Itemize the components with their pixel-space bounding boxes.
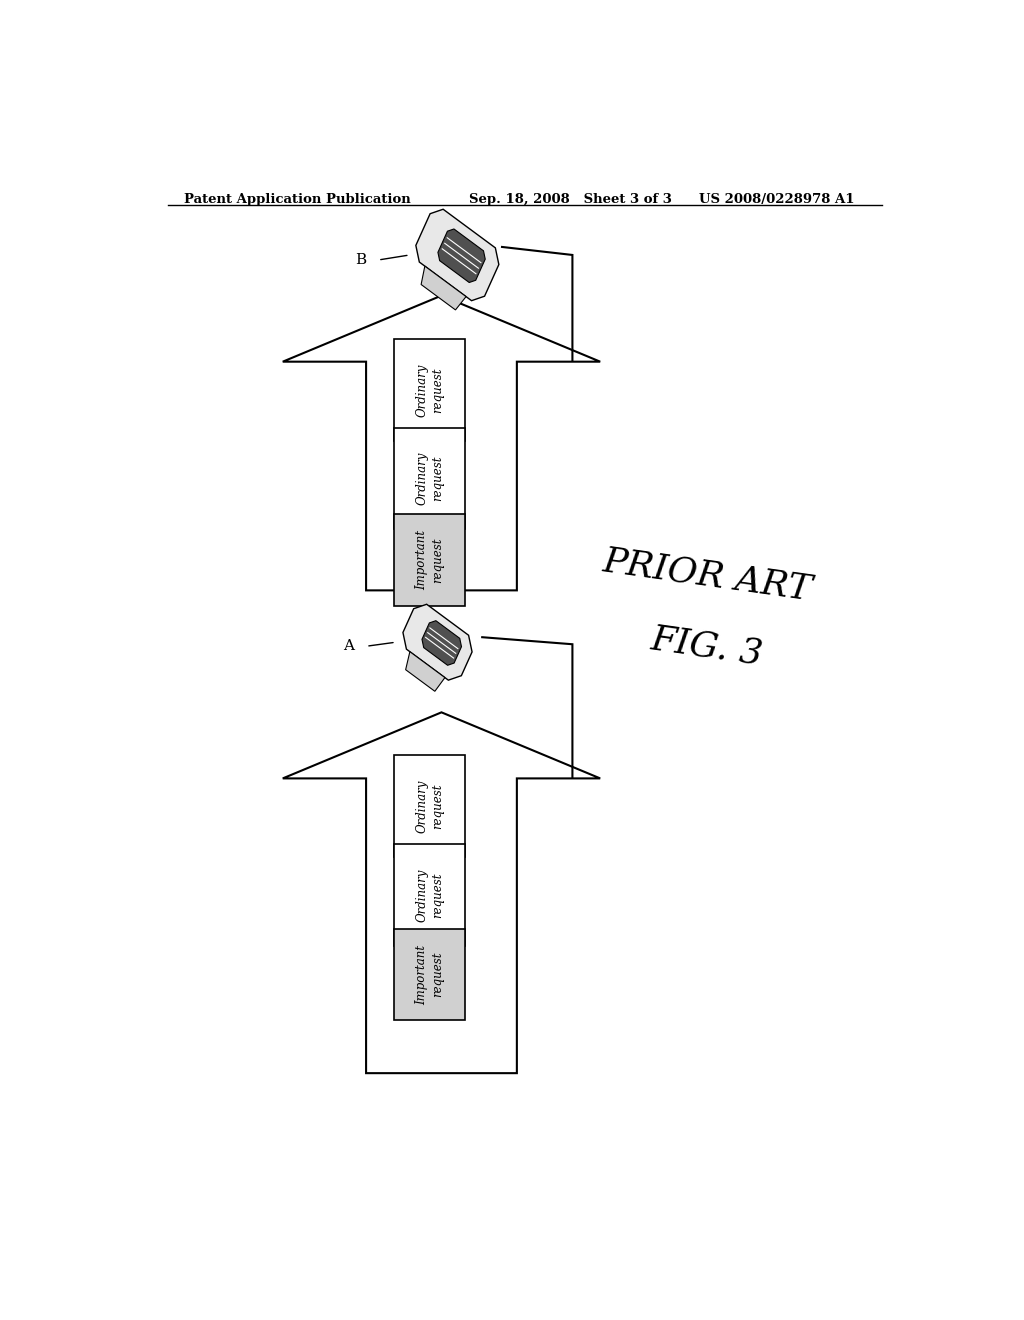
Polygon shape [421,267,466,310]
Polygon shape [283,713,600,1073]
Polygon shape [283,296,600,590]
Text: US 2008/0228978 A1: US 2008/0228978 A1 [699,193,855,206]
Text: Ordinary
request: Ordinary request [415,451,444,506]
Polygon shape [416,210,499,301]
Polygon shape [438,228,485,282]
Bar [394,428,465,529]
Text: A: A [343,639,354,653]
Text: Ordinary
request: Ordinary request [415,869,444,921]
Polygon shape [422,620,462,665]
Text: B: B [355,253,367,267]
Text: PRIOR ART: PRIOR ART [600,544,814,607]
Text: Important
request: Important request [415,529,444,590]
Polygon shape [402,605,472,680]
Bar [394,929,465,1020]
Bar [394,845,465,946]
Text: Ordinary
request: Ordinary request [415,779,444,833]
Text: Patent Application Publication: Patent Application Publication [183,193,411,206]
Polygon shape [406,652,444,692]
Text: FIG. 3: FIG. 3 [649,622,766,671]
Bar [394,339,465,441]
Bar [394,755,465,857]
Text: Sep. 18, 2008   Sheet 3 of 3: Sep. 18, 2008 Sheet 3 of 3 [469,193,672,206]
Text: Ordinary
request: Ordinary request [415,363,444,417]
Text: Important
request: Important request [415,945,444,1005]
Bar [394,515,465,606]
